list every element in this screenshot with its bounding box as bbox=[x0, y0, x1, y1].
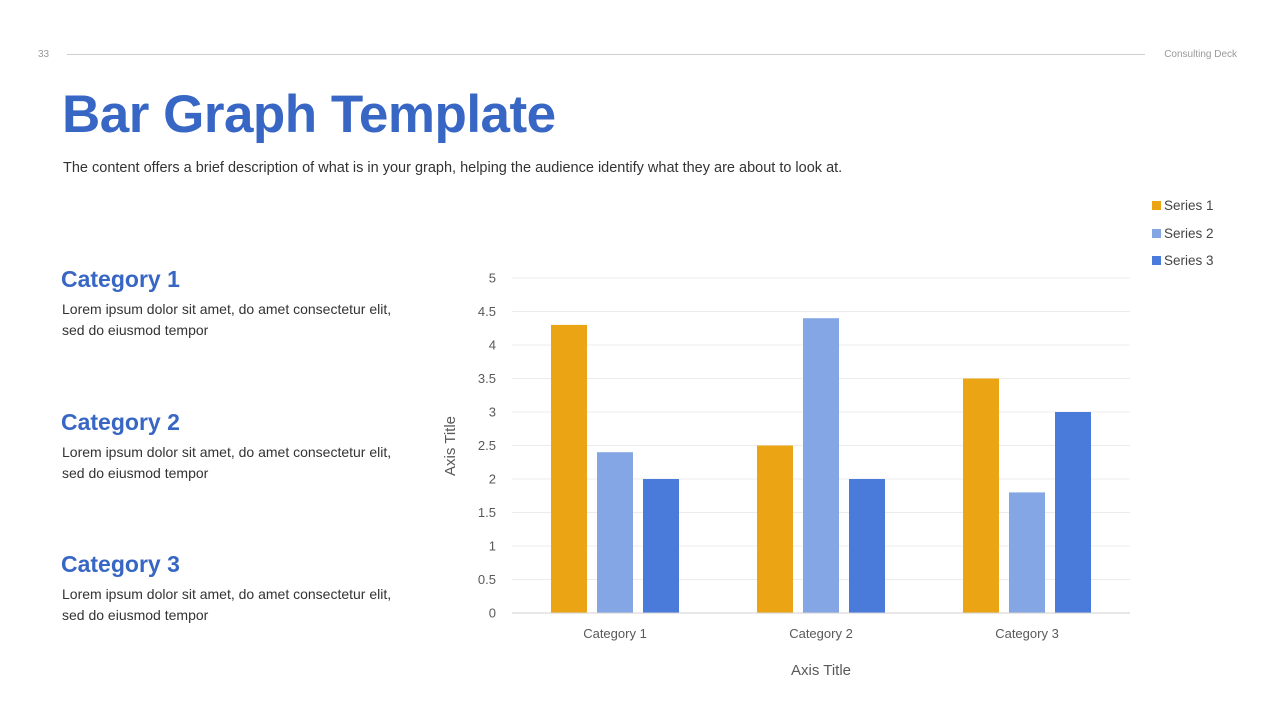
y-tick-label: 4.5 bbox=[478, 304, 496, 319]
y-tick-label: 0.5 bbox=[478, 572, 496, 587]
x-axis-title: Axis Title bbox=[791, 662, 851, 679]
legend-label: Series 2 bbox=[1164, 225, 1214, 241]
legend-item: Series 3 bbox=[1152, 247, 1214, 275]
y-tick-label: 4 bbox=[489, 338, 496, 353]
bar bbox=[1055, 412, 1091, 613]
category-title: Category 1 bbox=[61, 266, 180, 292]
category-block-1: Category 1 Lorem ipsum dolor sit amet, d… bbox=[61, 266, 431, 341]
y-axis-title: Axis Title bbox=[442, 416, 459, 476]
category-title: Category 3 bbox=[61, 551, 180, 577]
x-tick-label: Category 3 bbox=[995, 626, 1059, 641]
y-tick-label: 3.5 bbox=[478, 371, 496, 386]
bar bbox=[643, 479, 679, 613]
bar bbox=[551, 324, 587, 613]
category-description-line: sed do eiusmod tempor bbox=[62, 607, 209, 623]
legend-label: Series 1 bbox=[1164, 198, 1214, 214]
category-description-line: Lorem ipsum dolor sit amet, do amet cons… bbox=[62, 444, 392, 460]
bar bbox=[597, 452, 633, 613]
category-title: Category 2 bbox=[61, 409, 180, 435]
legend-item: Series 1 bbox=[1152, 192, 1214, 220]
legend-swatch bbox=[1152, 201, 1161, 211]
deck-name: Consulting Deck bbox=[1164, 49, 1237, 60]
y-tick-label: 1.5 bbox=[478, 505, 496, 520]
y-tick-label: 3 bbox=[489, 405, 496, 420]
category-block-2: Category 2 Lorem ipsum dolor sit amet, d… bbox=[61, 409, 431, 484]
bar bbox=[803, 318, 839, 613]
legend-label: Series 3 bbox=[1164, 253, 1214, 269]
legend-item: Series 2 bbox=[1152, 220, 1214, 248]
bar bbox=[757, 445, 793, 613]
category-description-line: sed do eiusmod tempor bbox=[62, 465, 209, 481]
y-tick-label: 2 bbox=[489, 472, 496, 487]
x-tick-label: Category 1 bbox=[583, 626, 647, 641]
y-tick-label: 5 bbox=[489, 271, 496, 286]
legend-swatch bbox=[1152, 256, 1161, 266]
legend-swatch bbox=[1152, 228, 1161, 238]
category-description-line: Lorem ipsum dolor sit amet, do amet cons… bbox=[62, 586, 392, 602]
bar bbox=[849, 479, 885, 613]
slide-number: 33 bbox=[38, 49, 50, 60]
bar bbox=[963, 378, 999, 613]
header-divider bbox=[67, 54, 1145, 55]
category-block-3: Category 3 Lorem ipsum dolor sit amet, d… bbox=[61, 551, 431, 626]
category-description-line: sed do eiusmod tempor bbox=[62, 322, 209, 338]
category-description-line: Lorem ipsum dolor sit amet, do amet cons… bbox=[62, 301, 392, 317]
y-tick-label: 0 bbox=[489, 606, 496, 621]
page-subtitle: The content offers a brief description o… bbox=[63, 160, 843, 176]
page-title: Bar Graph Template bbox=[62, 85, 556, 144]
x-tick-label: Category 2 bbox=[789, 626, 853, 641]
chart-legend: Series 1 Series 2 Series 3 bbox=[1152, 192, 1214, 275]
y-tick-label: 2.5 bbox=[478, 438, 496, 453]
bar bbox=[1009, 492, 1045, 613]
y-tick-label: 1 bbox=[489, 539, 496, 554]
